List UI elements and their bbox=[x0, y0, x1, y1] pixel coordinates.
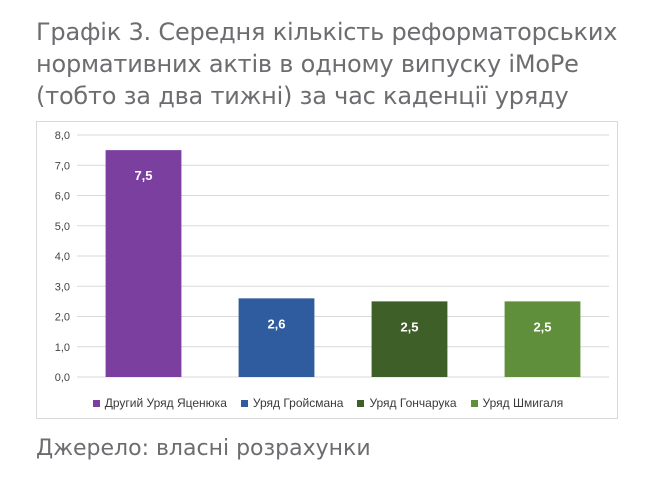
bar bbox=[238, 298, 315, 377]
data-label: 7,5 bbox=[134, 168, 152, 183]
y-tick-label: 7,0 bbox=[55, 160, 70, 172]
data-label: 2,5 bbox=[400, 319, 418, 334]
source-note: Джерело: власні розрахунки bbox=[36, 436, 371, 461]
legend-label: Уряд Гройсмана bbox=[252, 396, 344, 410]
y-tick-label: 4,0 bbox=[55, 251, 70, 263]
chart-title: Графік 3. Середня кількість реформаторсь… bbox=[36, 16, 626, 112]
legend-item: Другий Уряд Яценюка bbox=[92, 396, 227, 410]
chart-legend: Другий Уряд Яценюка Уряд Гройсмана Уряд Го… bbox=[37, 393, 619, 413]
y-tick-label: 8,0 bbox=[55, 130, 70, 142]
y-tick-label: 1,0 bbox=[55, 342, 70, 354]
legend-label: Другий Уряд Яценюка bbox=[104, 396, 227, 410]
chart-area: 0,0 1,0 2,0 3,0 4,0 5,0 6,0 7,0 8,0 7,5 2,6 2,5 2,5 … bbox=[36, 121, 618, 419]
y-tick-label: 3,0 bbox=[55, 281, 70, 293]
legend-swatch bbox=[357, 399, 365, 407]
chart-title-line: нормативних актів в одному випуску іМоРе bbox=[36, 50, 579, 78]
legend-label: Уряд Шмигаля bbox=[482, 396, 564, 410]
y-tick-label: 5,0 bbox=[55, 221, 70, 233]
y-tick-label: 6,0 bbox=[55, 191, 70, 203]
legend-label: Уряд Гончарука bbox=[369, 396, 457, 410]
bar bbox=[371, 301, 448, 377]
chart-title-line: (тобто за два тижні) за час каденції уря… bbox=[36, 82, 569, 110]
bar-chart: 0,0 1,0 2,0 3,0 4,0 5,0 6,0 7,0 8,0 7,5 2,6 2,5 2,5 bbox=[55, 130, 609, 384]
chart-title-line: Графік 3. Середня кількість реформаторсь… bbox=[36, 18, 618, 46]
y-tick-label: 0,0 bbox=[55, 372, 70, 384]
legend-swatch bbox=[92, 399, 100, 407]
data-label: 2,6 bbox=[267, 316, 285, 331]
data-label: 2,5 bbox=[533, 319, 551, 334]
legend-item: Уряд Шмигаля bbox=[470, 396, 564, 410]
legend-swatch bbox=[470, 399, 478, 407]
bar bbox=[105, 150, 182, 377]
y-tick-label: 2,0 bbox=[55, 312, 70, 324]
legend-item: Уряд Гончарука bbox=[357, 396, 457, 410]
legend-swatch bbox=[240, 399, 248, 407]
legend-item: Уряд Гройсмана bbox=[240, 396, 344, 410]
bar bbox=[504, 301, 581, 377]
